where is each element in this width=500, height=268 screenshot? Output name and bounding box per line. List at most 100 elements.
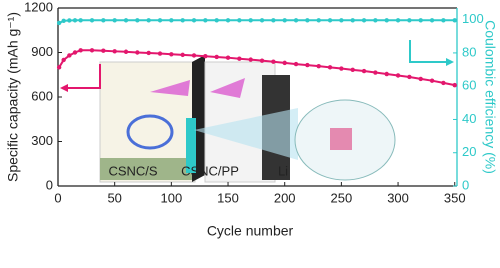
data-point [61,18,66,24]
inset-schematic [99,55,396,183]
x-tick-label: 50 [107,190,121,205]
data-point [123,18,129,23]
data-point [407,18,412,23]
data-point [271,18,276,23]
data-point [418,76,423,82]
y-tick-label: 300 [31,133,53,148]
data-point [180,52,185,58]
arrow [210,78,245,98]
legend-arrowhead [446,58,454,66]
y2-tick-label: 60 [462,78,476,93]
data-point [78,18,83,23]
data-point [169,52,174,57]
data-point [293,18,299,23]
data-point [452,18,457,23]
crystal [330,128,352,150]
data-point [72,50,78,55]
data-point [169,18,174,23]
legend-arrow [409,40,450,63]
data-point [67,53,72,58]
x-tick-label: 150 [217,190,239,205]
data-point [373,70,378,75]
data-point [441,80,446,86]
data-point [305,18,310,23]
data-point [429,78,435,83]
y2-tick-label: 80 [462,44,476,59]
data-point [180,18,185,23]
series-line [58,19,455,24]
y2-tick-label: 20 [462,144,476,159]
y2-tick-label: 40 [462,111,476,126]
y-tick-label: 600 [31,88,53,103]
data-point [112,18,117,23]
data-point [89,18,95,23]
annotation: Li [278,163,288,178]
data-point [395,18,401,23]
annotation: CSNC/S [108,163,157,178]
data-point [259,18,265,23]
data-point [395,73,401,78]
data-point [56,65,62,70]
y-axis-title: Specific capacity (mAh g⁻¹) [5,12,21,182]
legend-arrow [64,64,101,89]
data-point [384,18,389,23]
y-tick-label: 900 [31,44,53,59]
data-point [293,61,299,67]
data-point [384,71,389,77]
x-tick-label: 350 [444,190,466,205]
data-point [56,20,62,26]
y2-axis-title: Coulombic efficiency (%) [482,20,498,174]
data-point [225,18,231,23]
data-point [225,55,231,60]
zoom-cone [194,108,298,160]
data-point [112,49,117,54]
data-point [418,18,423,23]
x-tick-label: 100 [161,190,183,205]
data-point [282,60,287,66]
annotation: CSNC/PP [181,163,239,178]
y2-tick-label: 0 [462,177,469,192]
data-point [72,18,78,23]
data-point [452,82,457,88]
arrow [150,80,190,96]
data-point [373,18,378,23]
y-tick-label: 0 [46,177,53,192]
data-point [146,50,151,56]
data-point [61,57,66,63]
cathode-base [100,158,195,180]
data-point [327,18,333,23]
data-point [135,18,140,23]
data-point [191,53,197,58]
data-point [191,18,197,23]
data-point [327,65,333,70]
data-point [214,18,219,23]
interlayer [186,118,196,173]
data-point [271,59,276,64]
data-point [214,54,219,60]
data-point [237,18,242,23]
data-point [339,66,344,71]
data-point [350,18,355,23]
x-tick-label: 300 [387,190,409,205]
data-point [248,57,253,62]
x-tick-label: 0 [54,190,61,205]
data-point [248,18,253,23]
data-point [429,18,435,23]
legend-arrowhead [60,84,68,92]
data-point [157,51,163,56]
y-tick-label: 1200 [24,0,53,14]
data-point [305,62,310,68]
data-point [350,67,355,73]
x-tick-label: 250 [331,190,353,205]
cycle-arrow [126,114,174,150]
data-point [101,48,106,53]
data-point [339,18,344,23]
data-point [157,18,163,23]
data-point [316,63,321,69]
data-point [135,50,140,55]
y2-tick-label: 100 [462,11,484,26]
data-point [123,49,129,54]
data-point [101,18,106,23]
data-point [237,56,242,61]
